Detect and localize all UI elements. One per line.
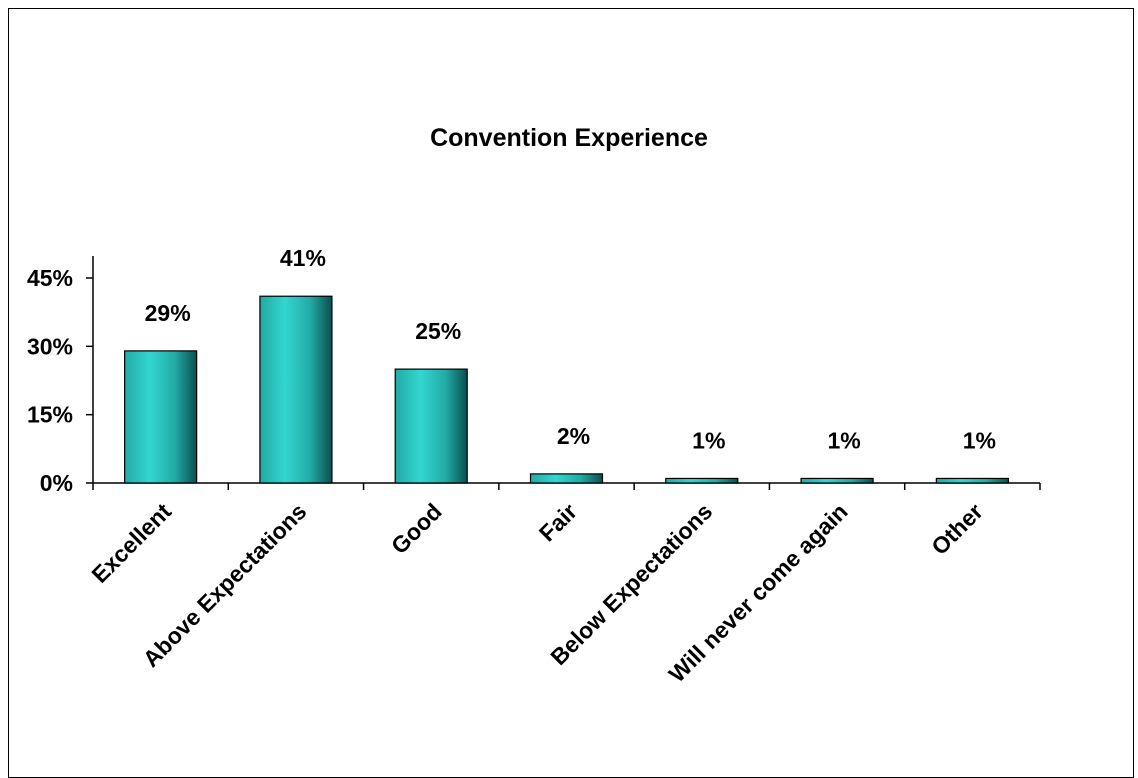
data-label: 1% — [963, 427, 996, 453]
y-tick-label: 0% — [40, 470, 73, 496]
category-label: Fair — [534, 498, 582, 546]
bar-will-never-come-again — [800, 477, 874, 484]
category-label: Other — [926, 498, 988, 560]
data-label: 1% — [827, 427, 860, 453]
x-axis — [92, 482, 1041, 490]
bar-good — [394, 368, 468, 484]
bars — [124, 295, 1009, 484]
chart-title: Convention Experience — [430, 124, 708, 152]
data-labels: 29% 41% 25% 2% 1% 1% 1% — [145, 245, 996, 453]
y-tick-label: 30% — [27, 333, 73, 359]
bar-other — [935, 477, 1009, 484]
data-label: 41% — [280, 245, 326, 271]
bar-below-expectations — [665, 477, 739, 484]
bar-fair — [529, 473, 604, 484]
bar-excellent — [124, 350, 198, 484]
y-tick-label: 15% — [27, 402, 73, 428]
y-axis: 0% 15% 30% 45% — [27, 256, 94, 496]
category-label: Excellent — [86, 498, 176, 588]
data-label: 29% — [145, 300, 191, 326]
y-tick-label: 45% — [27, 265, 73, 291]
category-label: Good — [386, 498, 447, 559]
bar-above-expectations — [259, 295, 333, 484]
data-label: 1% — [692, 427, 725, 453]
bar-chart: Convention Experience 0% 15% 30% 45% 29% 41%… — [27, 124, 1041, 687]
data-label: 25% — [415, 318, 461, 344]
data-label: 2% — [557, 423, 590, 449]
